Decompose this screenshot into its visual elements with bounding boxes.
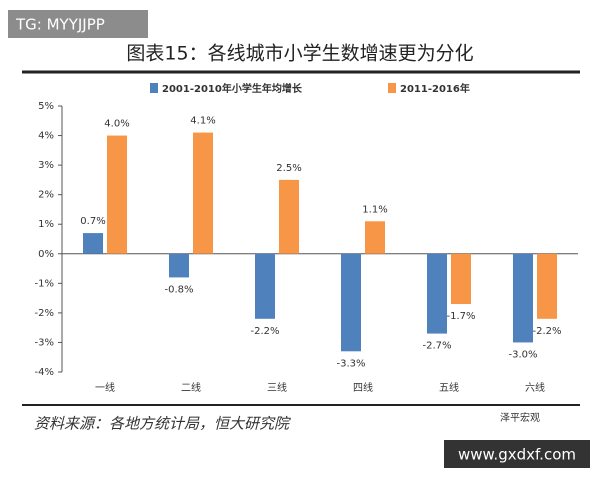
legend-label: 2001-2010年小学生年均增长 [162, 82, 303, 95]
y-tick-label: 5% [38, 101, 54, 112]
value-label: -1.7% [446, 311, 475, 322]
y-tick-label: 1% [38, 219, 54, 230]
watermark-box [444, 440, 590, 468]
watermark: www.gxdxf.com [458, 446, 576, 464]
logo: 泽平宏观 [500, 411, 540, 424]
value-label: -3.0% [508, 349, 537, 360]
x-tick-label: 四线 [353, 381, 373, 394]
watermark: TG: MYYJJPP [15, 16, 105, 34]
bar [279, 179, 299, 254]
watermark-box [8, 10, 148, 38]
y-tick-label: 4% [38, 131, 54, 142]
y-tick-label: -2% [35, 308, 54, 319]
x-tick-label: 二线 [181, 381, 201, 394]
value-label: -0.8% [164, 284, 193, 295]
bar [427, 253, 447, 334]
legend-label: 2011-2016年 [400, 82, 470, 95]
source: 资料来源：各地方统计局，恒大研究院 [34, 415, 291, 433]
bar [107, 135, 127, 254]
value-label: 2.5% [276, 163, 301, 174]
bar [365, 221, 385, 254]
y-tick-label: 2% [38, 190, 54, 201]
value-label: 4.1% [190, 116, 215, 127]
y-tick-label: 3% [38, 160, 54, 171]
bar [537, 253, 557, 319]
value-label: -3.3% [336, 358, 365, 369]
bar [451, 253, 471, 305]
bar [83, 233, 103, 254]
legend-swatch [150, 83, 158, 93]
y-tick-label: -4% [35, 367, 54, 378]
value-label: 1.1% [362, 204, 387, 215]
bar [169, 253, 189, 278]
x-tick-label: 五线 [439, 381, 459, 394]
y-tick-label: 0% [38, 249, 54, 260]
value-label: 0.7% [80, 216, 105, 227]
value-label: -2.2% [532, 326, 561, 337]
x-tick-label: 三线 [267, 381, 287, 394]
legend-swatch [388, 83, 396, 93]
value-label: -2.7% [422, 341, 451, 352]
bar [193, 132, 213, 254]
value-label: -2.2% [250, 326, 279, 337]
y-tick-label: -3% [35, 337, 54, 348]
value-label: 4.0% [104, 119, 129, 130]
chart-title: 图表15：各线城市小学生数增速更为分化 [126, 43, 473, 65]
x-tick-label: 一线 [95, 381, 115, 394]
y-tick-label: -1% [35, 278, 54, 289]
x-tick-label: 六线 [525, 381, 545, 394]
bar [513, 253, 533, 343]
bar [341, 253, 361, 352]
bar [255, 253, 275, 319]
